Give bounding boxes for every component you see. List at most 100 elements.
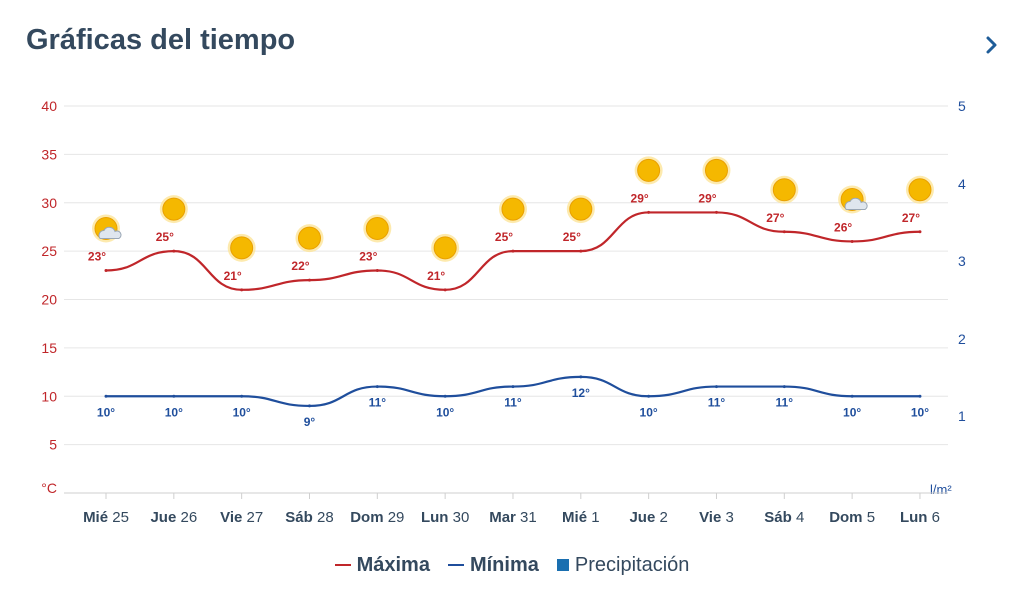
sun-icon (770, 175, 799, 204)
min-data-label: 10° (911, 405, 929, 419)
sun-icon (295, 224, 324, 253)
min-data-label: 9° (304, 415, 316, 429)
max-data-label: 22° (291, 259, 309, 273)
y-axis-unit: °C (41, 480, 57, 496)
legend-item-precip[interactable]: Precipitación (556, 553, 690, 577)
y2-tick-label: 3 (958, 253, 966, 269)
x-tick-label: Jue 26 (150, 509, 197, 526)
legend-max-label: Máxima (356, 553, 430, 576)
y2-tick-label: 5 (958, 98, 966, 114)
max-point (579, 249, 583, 253)
min-point (579, 375, 583, 379)
max-point (850, 239, 854, 243)
y-tick-label: 20 (41, 292, 57, 308)
legend-item-max[interactable]: Máxima (334, 553, 430, 577)
y-tick-label: 15 (41, 340, 57, 356)
sun-icon (702, 156, 731, 185)
sun-icon (159, 195, 188, 224)
y-tick-label: 10 (41, 388, 57, 404)
min-data-label: 11° (776, 396, 794, 410)
min-data-label: 10° (436, 405, 454, 419)
legend-precip-label: Precipitación (574, 553, 690, 576)
max-data-label: 29° (698, 191, 716, 205)
min-point (375, 385, 379, 389)
series-line-max (105, 211, 920, 291)
sun-icon (363, 214, 392, 243)
max-point (443, 288, 447, 292)
min-point (782, 385, 786, 389)
min-data-label: 10° (165, 405, 183, 419)
min-point (172, 394, 176, 398)
max-data-label: 21° (427, 269, 445, 283)
next-button[interactable] (976, 28, 1008, 62)
min-data-label: 11° (504, 396, 522, 410)
max-data-label: 23° (359, 249, 377, 263)
max-data-label: 26° (834, 220, 852, 234)
max-point (172, 249, 176, 253)
sun-icon (566, 195, 595, 224)
max-point (511, 249, 515, 253)
sun-icon (634, 156, 663, 185)
y2-tick-label: 4 (958, 176, 966, 192)
x-tick-label: Jue 2 (629, 509, 667, 526)
x-tick-label: Dom 5 (829, 509, 875, 526)
min-data-label: 12° (572, 386, 590, 400)
min-point (647, 394, 651, 398)
y2-axis-unit: l/m² (930, 482, 952, 497)
max-data-label: 23° (88, 249, 106, 263)
y-tick-label: 5 (49, 437, 57, 453)
min-data-label: 11° (708, 396, 726, 410)
max-data-label: 25° (563, 230, 581, 244)
y-tick-label: 25 (41, 243, 57, 259)
x-tick-label: Sáb 4 (764, 509, 804, 526)
legend-min-label: Mínima (469, 553, 539, 576)
sun-icon (498, 195, 527, 224)
max-point (307, 278, 311, 282)
sun-icon (905, 175, 934, 204)
page-title: Gráficas del tiempo (26, 24, 296, 56)
max-data-label: 27° (902, 211, 920, 225)
legend-item-min[interactable]: Mínima (447, 553, 539, 577)
x-tick-label: Vie 27 (220, 509, 263, 526)
x-tick-label: Sáb 28 (285, 509, 333, 526)
legend-min-swatch (447, 564, 464, 566)
x-tick-label: Mié 1 (562, 509, 600, 526)
min-point (850, 394, 854, 398)
y2-tick-label: 2 (958, 331, 966, 347)
sun-icon (431, 233, 460, 262)
max-data-label: 29° (631, 191, 649, 205)
max-point (104, 268, 108, 272)
y-tick-label: 30 (41, 195, 57, 211)
legend-precip-swatch (556, 559, 569, 571)
max-point (714, 210, 718, 214)
x-tick-label: Mar 31 (489, 509, 537, 526)
max-data-label: 25° (495, 230, 513, 244)
min-data-label: 10° (640, 405, 658, 419)
x-tick-label: Lun 30 (421, 509, 469, 526)
min-data-label: 11° (369, 396, 387, 410)
max-point (375, 268, 379, 272)
sun-icon (227, 233, 256, 262)
min-point (443, 394, 447, 398)
min-point (918, 394, 922, 398)
y-tick-label: 40 (41, 98, 57, 114)
x-tick-label: Lun 6 (900, 509, 940, 526)
min-data-label: 10° (843, 405, 861, 419)
max-point (647, 210, 651, 214)
min-point (240, 394, 244, 398)
max-point (782, 230, 786, 234)
min-point (511, 385, 515, 389)
partly-cloudy-icon (838, 185, 868, 214)
min-data-label: 10° (233, 405, 251, 419)
partly-cloudy-icon (92, 214, 122, 243)
min-point (714, 385, 718, 389)
x-tick-label: Dom 29 (350, 509, 404, 526)
chevron-right-icon (986, 36, 997, 54)
y2-tick-label: 1 (958, 408, 966, 424)
x-tick-label: Mié 25 (83, 509, 129, 526)
legend-max-swatch (334, 564, 351, 566)
max-data-label: 25° (156, 230, 174, 244)
min-data-label: 10° (97, 405, 115, 419)
x-tick-label: Vie 3 (699, 509, 734, 526)
max-data-label: 21° (224, 269, 242, 283)
